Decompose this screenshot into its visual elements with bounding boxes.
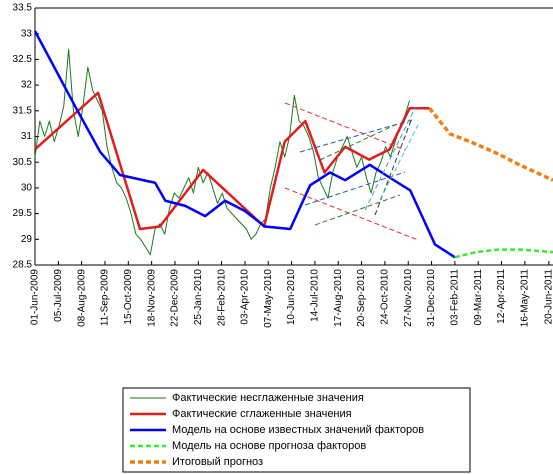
x-tick-label: 03-Feb-2011: [450, 269, 461, 326]
trend-line: [319, 124, 396, 161]
x-tick-label: 11-Sep-2009: [100, 269, 111, 327]
trend-line: [364, 107, 416, 211]
y-tick-label: 30: [21, 183, 33, 194]
x-tick-label: 27-Nov-2010: [403, 269, 414, 327]
y-tick-label: 29.5: [13, 208, 33, 219]
x-tick-label: 28-Feb-2010: [216, 269, 227, 327]
legend-label: Модель на основе известных значений факт…: [172, 424, 424, 436]
x-tick-label: 08-Aug-2009: [76, 269, 87, 327]
trend-channels: [284, 102, 419, 241]
series-line: [34, 48, 411, 256]
x-tick-label: 15-Oct-2009: [123, 269, 134, 325]
x-tick-label: 10-Jun-2010: [286, 269, 297, 326]
x-tick-label: 16-May-2011: [520, 269, 531, 328]
x-tick-label: 17-Aug-2010: [333, 269, 344, 327]
y-tick-label: 30.5: [13, 157, 33, 168]
trend-line: [304, 171, 406, 206]
y-tick-label: 29: [21, 234, 33, 245]
x-tick-label: 03-Apr-2010: [240, 269, 251, 325]
x-tick-label: 05-Jul-2009: [53, 269, 64, 322]
y-tick-label: 31: [21, 131, 33, 142]
x-tick-label: 09-Mar-2011: [473, 269, 484, 326]
x-tick-label: 25-Jan-2010: [193, 269, 204, 326]
y-tick-label: 32.5: [13, 54, 33, 65]
legend: Фактические несглаженные значения Фактиче…: [122, 387, 471, 473]
x-tick-label: 22-Dec-2009: [170, 269, 181, 327]
x-tick-label: 20-Jun-2011: [544, 269, 553, 325]
trend-line: [284, 102, 406, 151]
series-line: [34, 91, 430, 231]
y-tick-label: 28.5: [13, 260, 33, 271]
legend-label: Модель на основе прогноза факторов: [172, 440, 366, 452]
y-tick-label: 33: [21, 28, 33, 39]
legend-box: [122, 387, 471, 473]
trend-line: [374, 117, 413, 216]
trend-line: [379, 124, 419, 201]
legend-label: Фактические сглаженные значения: [172, 408, 352, 420]
x-tick-label: 14-Jul-2010: [310, 269, 321, 322]
x-tick-label: 24-Oct-2010: [380, 269, 391, 325]
y-tick-label: 33.5: [13, 3, 33, 14]
plot-area: 28.5 29 29.5 30 30.5 31 31.5 32 32.5 33 33.5 01-Jun…: [13, 3, 553, 328]
y-tick-label: 32: [21, 80, 33, 91]
x-tick-label: 07-May-2010: [263, 269, 274, 328]
legend-label: Итоговый прогноз: [172, 456, 263, 468]
legend-label: Фактические несглаженные значения: [172, 392, 364, 404]
x-tick-label: 12-Apr-2011: [496, 269, 507, 324]
series-line: [454, 248, 553, 259]
series-line: [428, 107, 553, 182]
x-tick-label: 20-Sep-2010: [356, 269, 367, 327]
trend-line: [314, 194, 401, 226]
x-tick-label: 31-Dec-2010: [426, 269, 437, 327]
x-tick-label: 01-Jun-2009: [30, 269, 41, 326]
x-tick-label: 18-Nov-2009: [146, 269, 157, 327]
series-line: [33, 30, 456, 259]
y-tick-label: 31.5: [13, 105, 33, 116]
